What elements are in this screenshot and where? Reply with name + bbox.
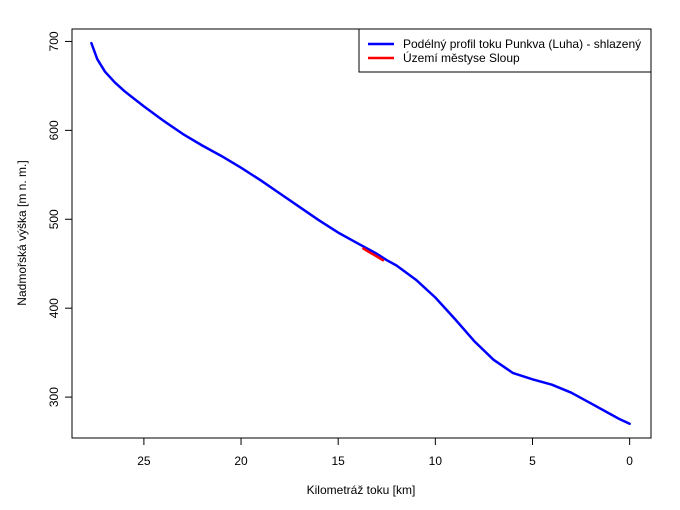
- plot-frame: [71, 28, 652, 439]
- y-tick-label: 600: [47, 120, 61, 140]
- x-tick-label: 15: [332, 454, 346, 468]
- y-axis: 300 400 500 600 700: [47, 31, 72, 407]
- legend-label-sloup: Území městyse Sloup: [403, 50, 520, 65]
- x-tick-label: 0: [626, 454, 633, 468]
- series-line-0: [90, 41, 631, 426]
- y-tick-label: 700: [47, 31, 61, 51]
- x-tick-label: 10: [429, 454, 443, 468]
- y-tick-label: 500: [47, 209, 61, 229]
- legend: Podélný profil toku Punkva (Luha) - shla…: [358, 28, 652, 73]
- y-tick-label: 400: [47, 298, 61, 318]
- x-axis-label: Kilometráž toku [km]: [307, 483, 416, 497]
- y-axis-label: Nadmořská výška [m n. m.]: [15, 160, 29, 305]
- y-tick-label: 300: [47, 387, 61, 407]
- series-layer: [90, 41, 631, 426]
- x-tick-label: 5: [529, 454, 536, 468]
- series-line-1: [362, 247, 385, 262]
- legend-label-profile: Podélný profil toku Punkva (Luha) - shla…: [403, 37, 641, 51]
- x-tick-label: 25: [137, 454, 151, 468]
- legend-box: [358, 28, 652, 73]
- x-tick-label: 20: [234, 454, 248, 468]
- x-axis: 25 20 15 10 5 0: [137, 438, 633, 468]
